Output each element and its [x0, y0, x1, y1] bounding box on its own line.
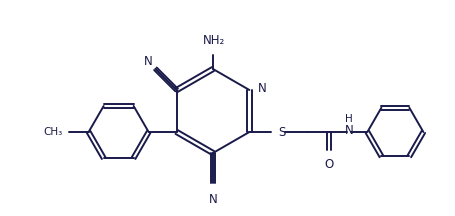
Text: N: N [208, 193, 217, 206]
Text: O: O [324, 158, 333, 171]
Text: N: N [144, 55, 152, 68]
Text: NH₂: NH₂ [202, 34, 225, 47]
Text: CH₃: CH₃ [43, 127, 62, 137]
Text: N: N [258, 81, 267, 95]
Text: S: S [278, 125, 285, 138]
Text: N: N [344, 124, 353, 138]
Text: H: H [345, 114, 353, 124]
